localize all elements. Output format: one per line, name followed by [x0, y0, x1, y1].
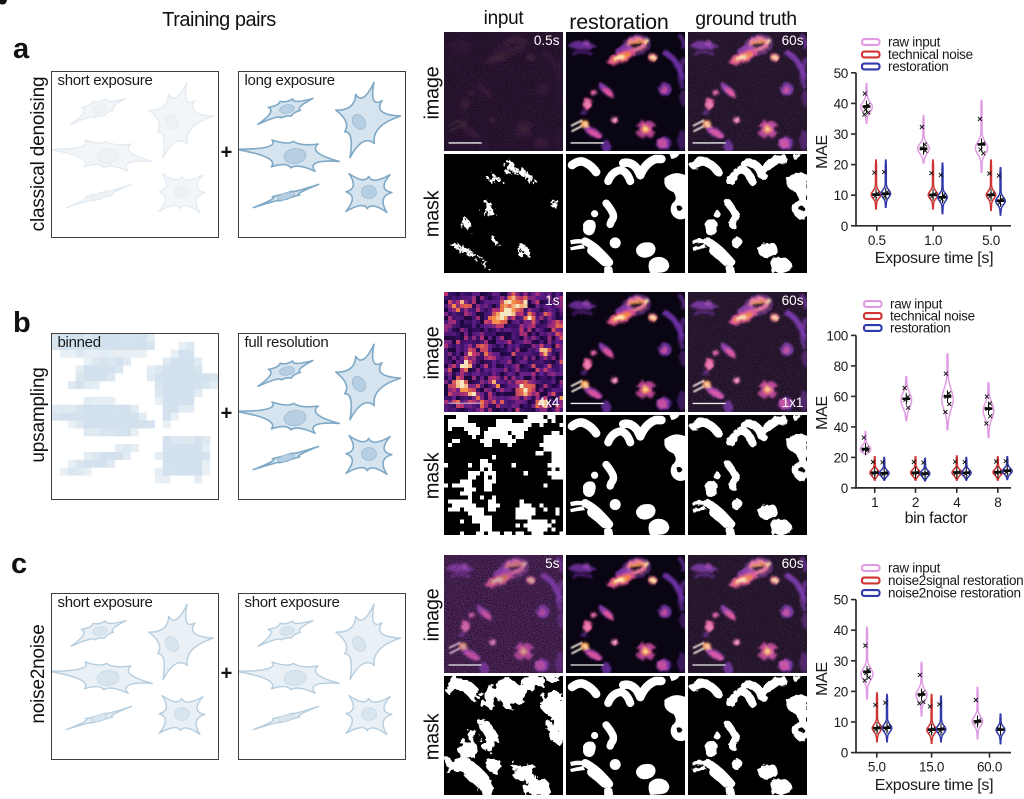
- svg-text:1: 1: [871, 495, 878, 510]
- svg-text:8: 8: [994, 495, 1001, 510]
- svg-text:raw input: raw input: [890, 297, 943, 312]
- svg-text:50: 50: [834, 66, 848, 81]
- svg-text:0.5: 0.5: [868, 233, 886, 248]
- svg-text:5.0: 5.0: [868, 760, 886, 775]
- svg-text:4x4: 4x4: [537, 394, 559, 409]
- svg-text:20: 20: [834, 158, 848, 173]
- svg-text:1s: 1s: [545, 293, 560, 308]
- svg-text:Exposure time [s]: Exposure time [s]: [875, 250, 994, 267]
- svg-text:40: 40: [834, 96, 848, 111]
- svg-text:raw input: raw input: [888, 35, 941, 50]
- svg-text:1.0: 1.0: [924, 233, 942, 248]
- svg-text:restoration: restoration: [890, 321, 950, 336]
- svg-text:4: 4: [953, 495, 961, 510]
- svg-text:restoration: restoration: [888, 59, 948, 74]
- svg-text:60s: 60s: [781, 33, 803, 48]
- svg-text:60s: 60s: [781, 555, 803, 570]
- svg-text:0.5s: 0.5s: [533, 33, 559, 48]
- svg-text:80: 80: [834, 359, 848, 374]
- svg-text:30: 30: [834, 654, 848, 669]
- svg-text:60: 60: [834, 389, 848, 404]
- svg-text:50: 50: [834, 593, 848, 608]
- svg-text:100: 100: [826, 328, 848, 343]
- svg-text:60.0: 60.0: [977, 760, 1002, 775]
- svg-text:15.0: 15.0: [919, 760, 944, 775]
- svg-text:technical noise: technical noise: [890, 309, 975, 324]
- svg-text:noise2signal restoration: noise2signal restoration: [888, 573, 1023, 588]
- svg-text:0: 0: [841, 219, 848, 234]
- svg-text:0: 0: [841, 746, 848, 761]
- svg-text:5.0: 5.0: [982, 233, 1000, 248]
- svg-text:60s: 60s: [781, 293, 803, 308]
- svg-text:Exposure time [s]: Exposure time [s]: [875, 777, 994, 794]
- svg-text:MAE: MAE: [814, 135, 831, 169]
- svg-text:MAE: MAE: [814, 396, 831, 430]
- svg-text:raw input: raw input: [888, 561, 941, 576]
- svg-text:0: 0: [841, 481, 848, 496]
- svg-text:5s: 5s: [545, 555, 560, 570]
- svg-text:bin factor: bin factor: [905, 510, 969, 527]
- svg-text:30: 30: [834, 127, 848, 142]
- svg-text:1x1: 1x1: [781, 394, 803, 409]
- svg-text:40: 40: [834, 623, 848, 638]
- svg-text:10: 10: [834, 715, 848, 730]
- svg-text:MAE: MAE: [814, 662, 831, 696]
- svg-text:10: 10: [834, 188, 848, 203]
- svg-text:20: 20: [834, 450, 848, 465]
- svg-text:2: 2: [912, 495, 919, 510]
- svg-text:technical noise: technical noise: [888, 47, 973, 62]
- svg-text:40: 40: [834, 420, 848, 435]
- svg-text:20: 20: [834, 684, 848, 699]
- svg-text:noise2noise restoration: noise2noise restoration: [888, 586, 1021, 601]
